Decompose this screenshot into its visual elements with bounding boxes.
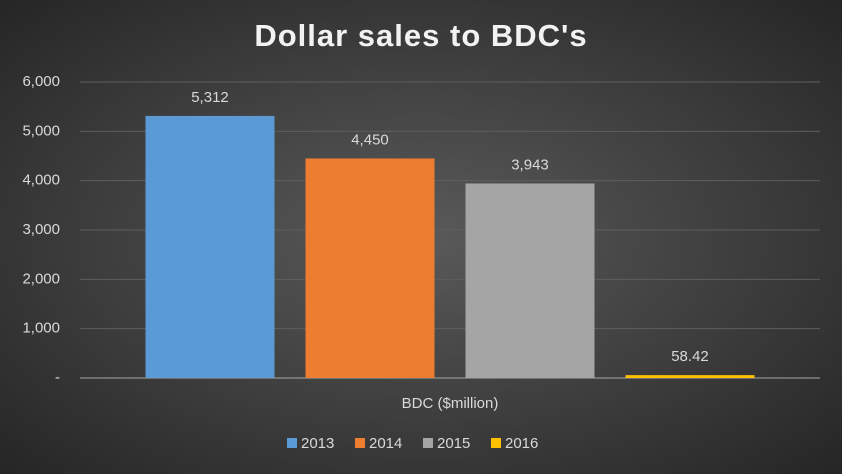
legend-label: 2014	[369, 435, 402, 452]
data-label: 3,943	[511, 156, 549, 173]
y-tick-label: 5,000	[22, 122, 60, 139]
y-tick-label: -	[55, 369, 60, 386]
legend-swatch	[355, 438, 365, 448]
chart-title: Dollar sales to BDC's	[254, 18, 587, 53]
legend-swatch	[287, 438, 297, 448]
y-tick-label: 2,000	[22, 270, 60, 287]
bar	[465, 183, 595, 378]
legend-label: 2013	[301, 435, 334, 452]
data-label: 5,312	[191, 89, 229, 106]
legend-label: 2016	[505, 435, 538, 452]
y-tick-label: 4,000	[22, 172, 60, 189]
legend-swatch	[423, 438, 433, 448]
data-label: 4,450	[351, 131, 389, 148]
legend-swatch	[491, 438, 501, 448]
y-tick-label: 3,000	[22, 221, 60, 238]
bar	[305, 158, 435, 378]
y-tick-label: 1,000	[22, 320, 60, 337]
bar	[145, 115, 275, 378]
data-label: 58.42	[671, 348, 709, 365]
legend-label: 2015	[437, 435, 470, 452]
x-tick-label: BDC ($million)	[402, 395, 499, 412]
bar	[625, 375, 755, 378]
y-tick-label: 6,000	[22, 73, 60, 90]
